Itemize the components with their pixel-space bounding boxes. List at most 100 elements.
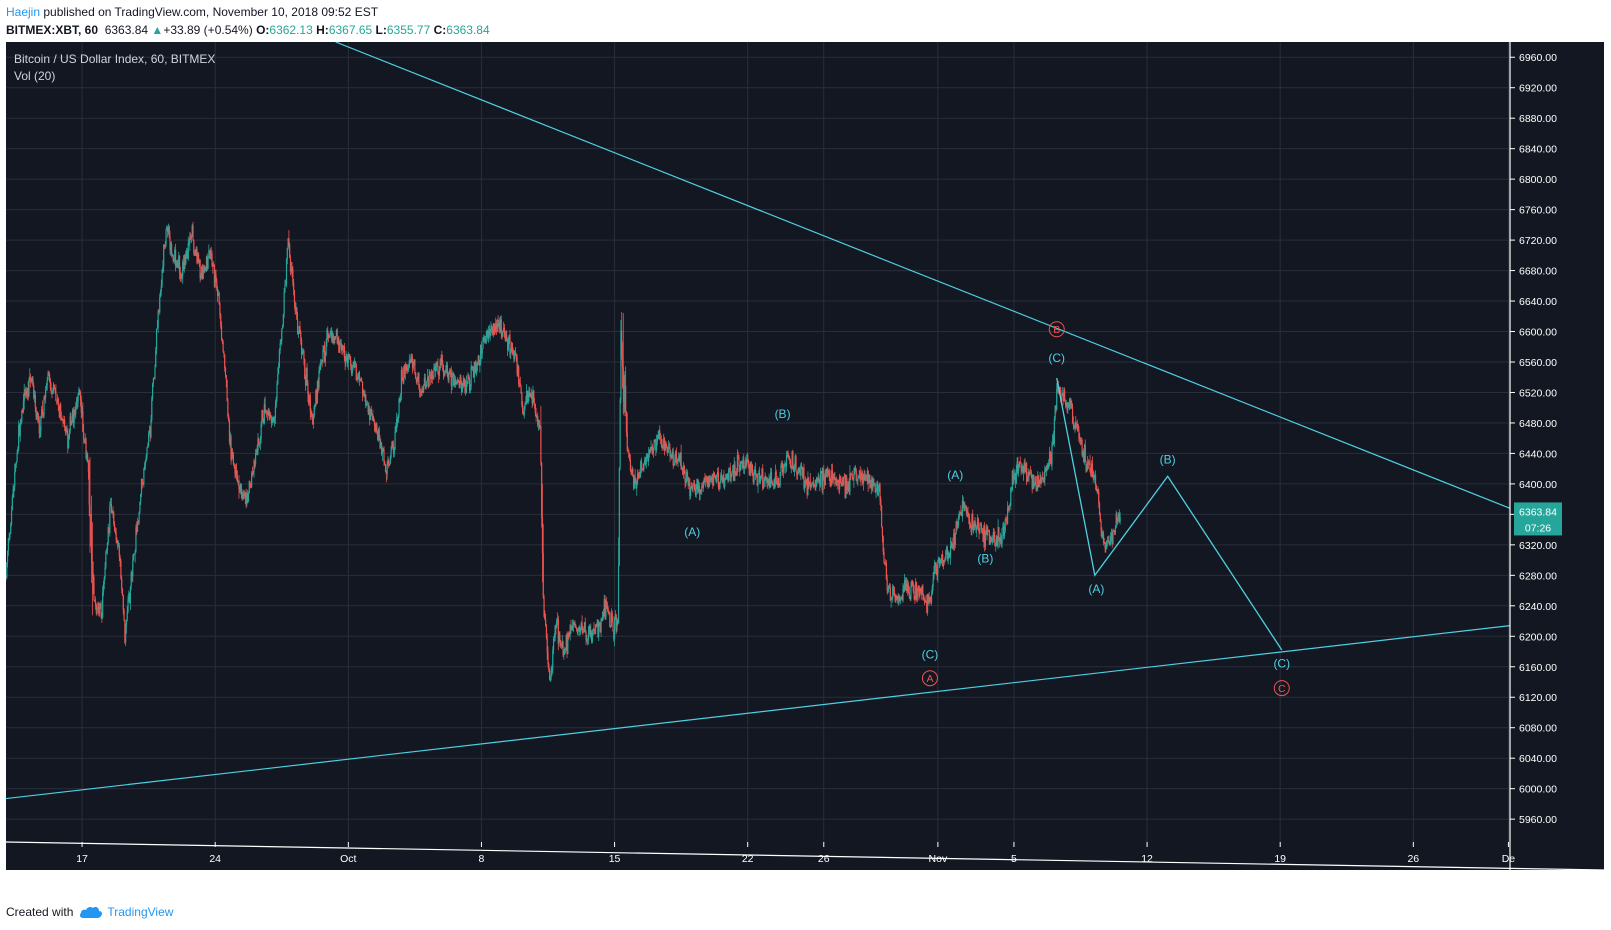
candle-body — [111, 511, 113, 513]
candle — [707, 476, 709, 489]
candle — [792, 449, 794, 471]
candle-body — [217, 292, 219, 296]
open-value: 6362.13 — [269, 23, 313, 37]
candle — [774, 477, 776, 489]
candle-body — [653, 439, 655, 449]
candle — [916, 587, 918, 603]
candle — [311, 411, 313, 420]
trendline-upper[interactable] — [335, 42, 1511, 509]
candle-body — [67, 434, 69, 448]
candle-body — [616, 619, 618, 631]
candle — [1113, 529, 1115, 532]
candle — [737, 451, 739, 460]
wave-projection-path[interactable] — [1056, 377, 1283, 651]
candle — [856, 479, 858, 485]
candle-body — [473, 362, 475, 378]
candle-body — [143, 467, 145, 484]
candle-body — [312, 417, 314, 425]
candle-body — [393, 449, 395, 454]
candle-body — [1035, 476, 1037, 490]
candle-body — [1056, 388, 1058, 410]
candle — [476, 361, 479, 371]
candle-body — [426, 377, 429, 381]
candle-body — [314, 403, 316, 407]
candle — [540, 405, 542, 466]
candle-body — [64, 427, 67, 433]
candle — [1055, 405, 1057, 414]
chart-area[interactable]: (B) (A) (A) (B) (C) A B (C) (A) (B) (C) C 5960.00 60… — [6, 42, 1604, 870]
candle-body — [271, 421, 273, 424]
candle-body — [131, 572, 133, 577]
candle-body — [202, 268, 204, 279]
author-link[interactable]: Haejin — [6, 5, 41, 19]
candle-body — [540, 425, 542, 463]
candle-body — [1086, 468, 1088, 472]
candle — [757, 473, 759, 494]
candle — [917, 585, 919, 591]
candle — [604, 595, 606, 620]
candle-body — [190, 236, 192, 238]
candle — [633, 474, 635, 490]
candle-body — [822, 470, 824, 491]
candle-body — [835, 478, 837, 481]
candle — [890, 597, 892, 608]
candle-body — [694, 483, 696, 490]
candle — [689, 478, 691, 500]
price-axis[interactable]: 5960.006000.006040.006080.006120.006160.… — [1510, 52, 1557, 826]
candle — [112, 506, 114, 518]
trendline-lower[interactable] — [6, 625, 1511, 800]
candle — [512, 347, 514, 357]
candle-body — [146, 447, 148, 456]
candle-body — [537, 420, 540, 425]
candle — [794, 453, 796, 470]
candle — [847, 480, 849, 492]
candle — [932, 572, 934, 591]
candle — [1014, 469, 1016, 480]
price-tick-label: 6480.00 — [1519, 418, 1557, 430]
trendline-layer[interactable] — [6, 42, 1511, 800]
candle-body — [400, 369, 403, 396]
candle — [51, 391, 53, 399]
candle-body — [1045, 466, 1048, 471]
tradingview-link[interactable]: TradingView — [79, 905, 173, 919]
candle — [1066, 401, 1068, 413]
candle-body — [1077, 424, 1079, 431]
wave-projection[interactable] — [1056, 377, 1283, 651]
candle-body — [472, 366, 474, 368]
candle — [788, 454, 790, 461]
candle-body — [709, 480, 711, 485]
candle — [282, 313, 284, 328]
candle-body — [395, 427, 397, 432]
candle — [89, 457, 91, 553]
candle-body — [659, 430, 661, 438]
candle — [508, 334, 510, 344]
candle-body — [136, 521, 139, 532]
candle — [811, 481, 813, 488]
candle — [678, 452, 680, 462]
candle-body — [625, 411, 628, 433]
candle-body — [503, 327, 505, 332]
candle — [621, 341, 624, 389]
candle-body — [488, 331, 490, 335]
candle — [782, 464, 784, 479]
candle — [560, 643, 563, 650]
candle — [524, 401, 526, 411]
candle — [837, 478, 839, 484]
price-chart[interactable]: (B)(A)(A)(B)(C)AB(C)(A)(B)(C)C 5960.0060… — [6, 42, 1604, 870]
candle — [736, 468, 738, 477]
candle — [38, 416, 40, 439]
candle — [1094, 474, 1096, 484]
candle — [1053, 415, 1055, 447]
candle — [398, 397, 400, 419]
candle — [434, 363, 436, 371]
candle — [659, 433, 662, 445]
candle-body — [654, 439, 656, 442]
candle-body — [630, 470, 632, 475]
candle — [653, 439, 655, 451]
time-axis[interactable]: 17 24 Oct 8 15 22 26 Nov 5 12 19 26 De — [76, 842, 1515, 865]
candle — [224, 366, 227, 378]
candle — [48, 370, 50, 376]
candle — [968, 513, 971, 530]
candle — [423, 373, 425, 386]
candle-body — [332, 334, 334, 343]
